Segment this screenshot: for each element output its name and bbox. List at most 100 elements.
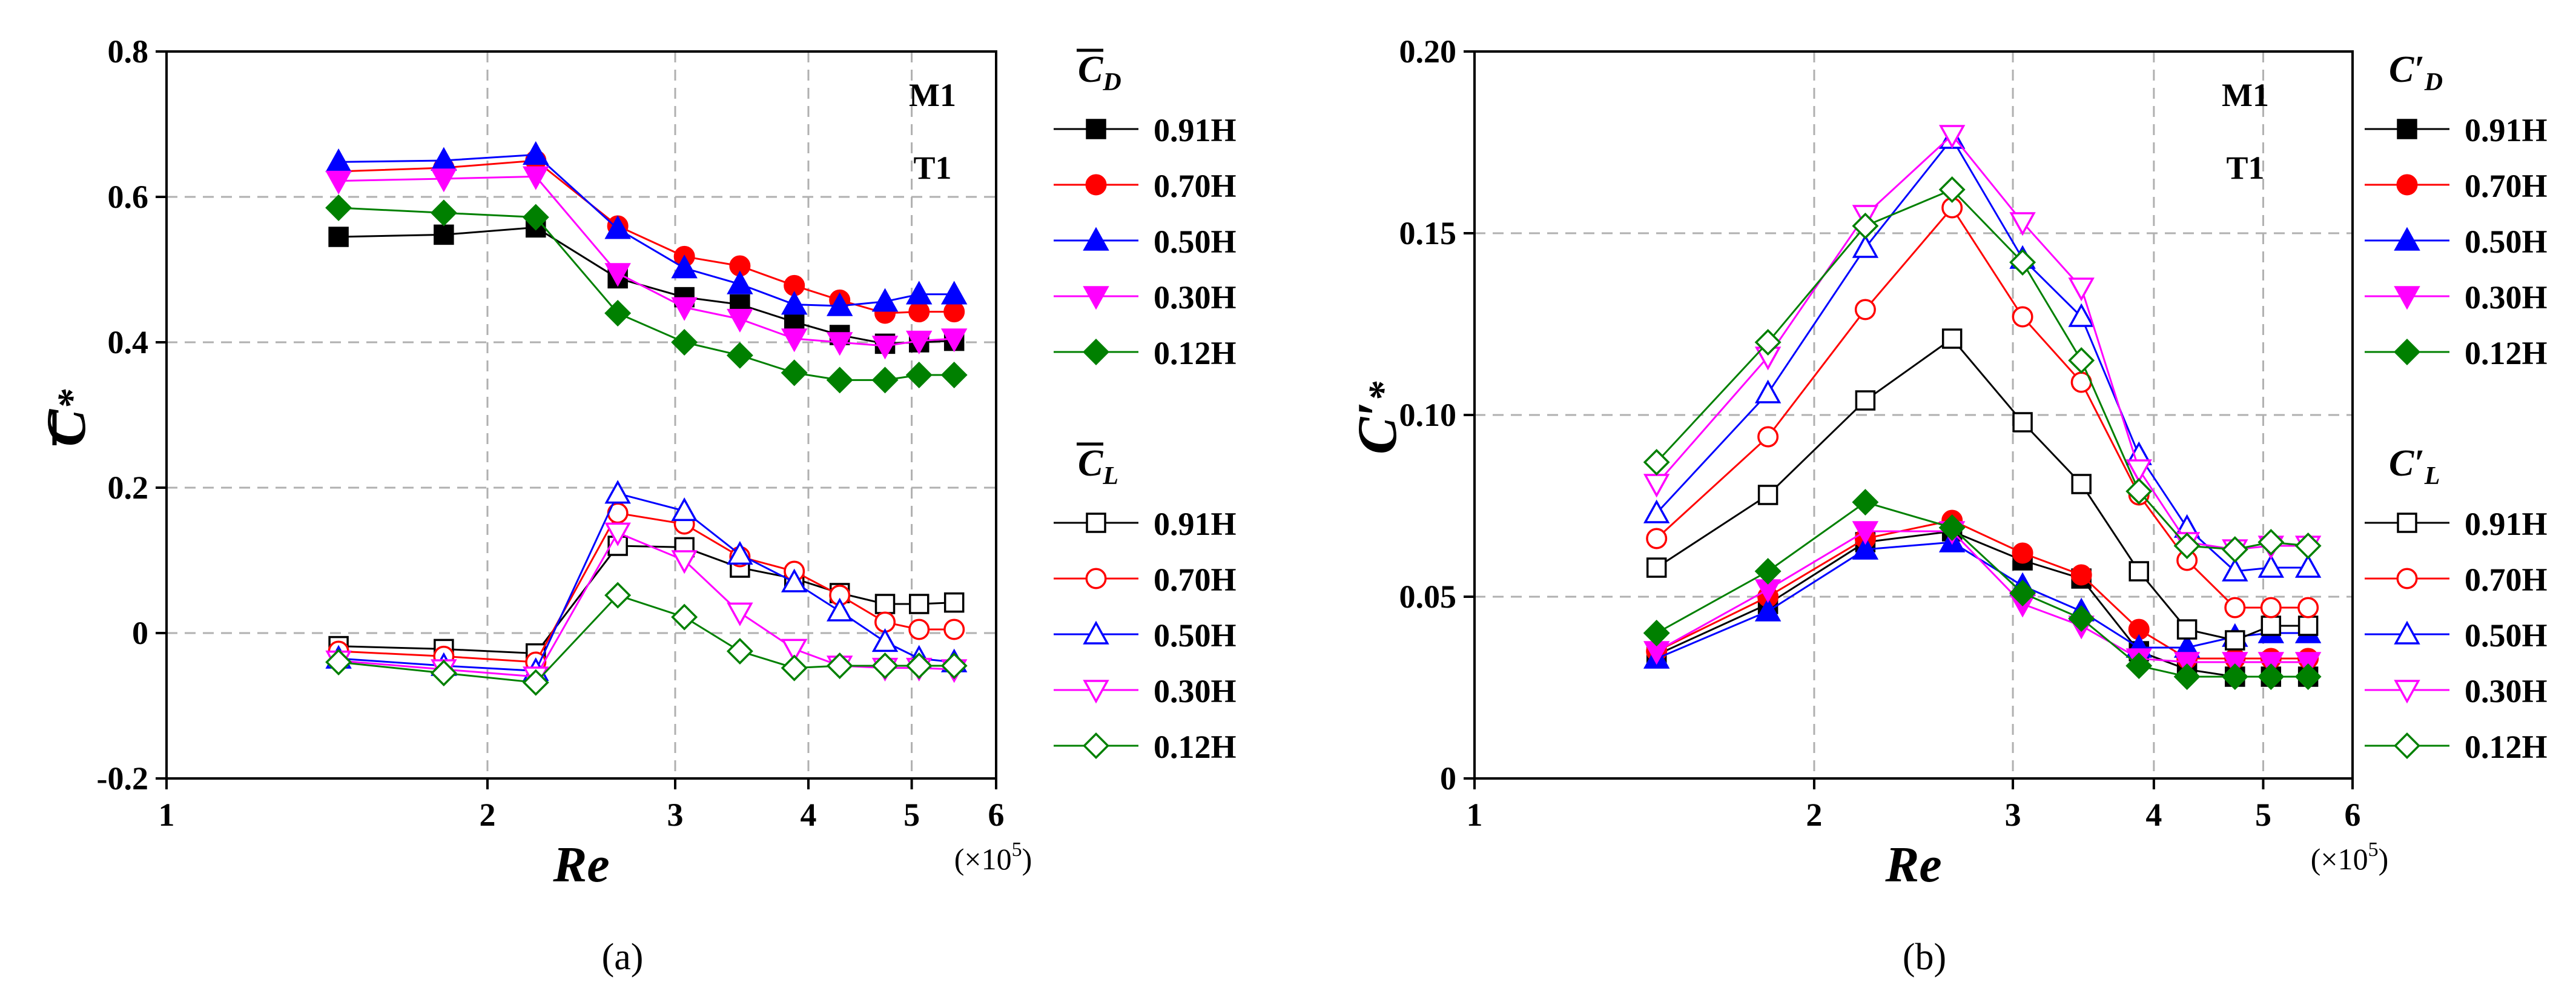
data-point: [1852, 234, 1879, 258]
y-tick-label: 0.15: [1399, 215, 1457, 251]
legend: C′D 0.91H 0.70H 0.50H 0.30H 0.12H C′L 0.91H 0.70…: [2365, 49, 2548, 765]
data-point: [2221, 536, 2248, 563]
annotation-t1: T1: [913, 150, 951, 186]
series-012H-mean: [1643, 489, 2322, 690]
legend-label: 0.91H: [1154, 506, 1237, 542]
data-point: [2009, 580, 2036, 606]
data-point: [1643, 620, 1670, 646]
data-point: [328, 227, 349, 247]
legend-title-l: C′L: [2389, 443, 2440, 490]
data-point: [1646, 528, 1668, 549]
legend-label: 0.50H: [1154, 617, 1237, 654]
data-point: [727, 308, 753, 333]
data-point: [604, 522, 631, 546]
legend-title: C′D: [2389, 49, 2443, 96]
data-point: [726, 638, 753, 665]
data-point: [1757, 485, 1778, 505]
data-point: [943, 301, 965, 323]
series-group: [1643, 125, 2322, 690]
series-line: [339, 207, 954, 381]
legend-marker: [2394, 227, 2420, 251]
data-point: [781, 568, 808, 592]
x-tick-label: 1: [1467, 797, 1483, 833]
data-point: [726, 342, 753, 369]
data-point: [1941, 328, 1963, 349]
data-point: [784, 311, 805, 333]
data-point: [871, 652, 899, 679]
data-point: [2012, 306, 2033, 328]
data-point: [2125, 459, 2152, 483]
data-point: [2294, 532, 2322, 559]
data-point: [671, 297, 698, 321]
legend-marker: [1086, 119, 1106, 139]
data-point: [940, 652, 968, 679]
data-point: [671, 603, 698, 631]
series-line: [339, 512, 954, 663]
series-030H-mean: [325, 166, 968, 360]
x-axis-label: Re: [552, 837, 609, 893]
legend-label: 0.70H: [1154, 168, 1237, 204]
legend-label: 0.50H: [1154, 224, 1237, 260]
data-point: [1643, 499, 1670, 523]
legend-title: CL: [1078, 443, 1118, 490]
series-line: [1656, 337, 2308, 642]
series-091H-fluct: [328, 536, 965, 664]
x-tick-label: 6: [988, 797, 1005, 833]
x-axis-label: Re: [1884, 837, 1941, 893]
data-point: [2173, 532, 2201, 559]
y-tick-label: 0.4: [108, 324, 149, 360]
data-point: [604, 300, 632, 327]
legend-marker: [2394, 339, 2420, 365]
data-point: [325, 148, 352, 173]
legend-label: 0.91H: [2465, 112, 2548, 148]
data-point: [1852, 521, 1879, 545]
data-point: [2294, 652, 2322, 676]
data-point: [2173, 652, 2201, 676]
data-point: [781, 639, 808, 663]
series-050H-fluct: [325, 480, 968, 682]
legend-entry-050H: 0.50H: [2365, 224, 2548, 260]
legend-label: 0.12H: [2465, 729, 2548, 765]
y-tick-label: 0.05: [1399, 579, 1457, 615]
data-point: [781, 359, 808, 386]
series-070H-fluct: [328, 502, 965, 673]
data-point: [604, 582, 632, 609]
series-012H-fluct: [1643, 176, 2322, 563]
x-tick-label: 6: [2345, 797, 2361, 833]
data-point: [826, 292, 853, 316]
data-point: [2173, 663, 2201, 690]
data-point: [1757, 426, 1779, 448]
legend-entry-070H: 0.70H: [1054, 168, 1237, 204]
data-point: [604, 263, 631, 287]
legend-label: 0.50H: [2465, 617, 2548, 654]
data-point: [826, 652, 853, 679]
data-point: [1852, 489, 1879, 516]
legend-entry-030H: 0.30H: [1054, 673, 1237, 709]
data-point: [826, 367, 853, 394]
data-point: [2225, 630, 2245, 651]
series-line: [1656, 519, 2308, 660]
data-point: [727, 270, 753, 294]
data-point: [325, 649, 352, 675]
series-line: [339, 545, 954, 655]
series-line: [1656, 133, 2308, 551]
x-tick-label: 3: [667, 797, 684, 833]
series-050H-mean: [325, 141, 968, 316]
legend-marker: [1083, 680, 1109, 704]
data-point: [1646, 557, 1667, 578]
data-point: [1938, 514, 1966, 541]
chart-panel-b: 1 2 3 4 5 6 0 0.05 0.10 0.15 0.20 Re (×105) C′* M1 T1 (b…: [1346, 33, 2548, 978]
data-point: [2224, 597, 2246, 619]
data-point: [905, 362, 933, 388]
legend-label: 0.50H: [2465, 224, 2548, 260]
data-point: [1754, 379, 1782, 403]
legend-marker: [1083, 732, 1109, 759]
legend-title: CD: [1078, 49, 1121, 96]
series-line: [1656, 137, 2308, 572]
data-point: [871, 367, 899, 394]
data-point: [325, 194, 352, 221]
y-tick-label: 0.20: [1399, 33, 1457, 70]
series-line: [1656, 188, 2308, 551]
data-point: [671, 254, 698, 279]
data-point: [943, 592, 965, 613]
